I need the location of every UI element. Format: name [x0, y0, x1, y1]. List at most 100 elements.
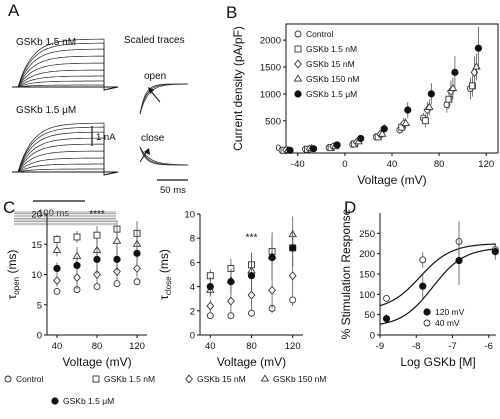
legend-label-gskb-1-5-m: GSKb 1.5 μM	[63, 396, 114, 406]
legend-marker-gskb-150-nm	[293, 74, 303, 82]
d-xtick-label: -9	[376, 341, 384, 352]
d-x-axis-label: Log GSKb [M]	[400, 355, 475, 369]
data-point	[133, 278, 141, 286]
legend-label-40-mv: 40 mV	[435, 318, 460, 328]
data-point	[206, 301, 215, 311]
current-trace	[17, 75, 119, 91]
data-point	[247, 290, 256, 300]
legend-label-gskb-150-nm: GSKb 150 nM	[306, 74, 359, 84]
chart-dose-response: -9 -8 -7 -6 0 50 100 150 200 250 Log GSKb [M] % Sti…	[339, 208, 499, 369]
data-point	[445, 95, 453, 103]
legend-marker-gskb-150-nm	[260, 374, 270, 382]
scaled-trace-close	[139, 146, 188, 166]
data-point	[380, 125, 388, 133]
legend-marker-gskb-1-5-nm	[92, 375, 100, 383]
c-open-xtick-label: 80	[92, 341, 103, 352]
data-point	[133, 249, 141, 257]
data-point	[383, 294, 390, 302]
data-point	[289, 296, 297, 304]
data-point	[401, 118, 411, 126]
legend-marker-40-mv	[423, 319, 431, 327]
panel-letter-c: C	[3, 198, 15, 217]
b-ytick-label: 1000	[260, 89, 281, 100]
series-gskb-15-nm	[206, 257, 297, 314]
legend-marker-gskb-15-nm	[294, 59, 302, 69]
data-point	[451, 68, 459, 76]
data-point	[248, 309, 255, 317]
scaled-trace	[139, 83, 188, 115]
series-control	[53, 278, 141, 295]
data-point	[289, 244, 297, 252]
b-ytick-label: 1500	[260, 63, 281, 74]
data-point	[53, 264, 61, 273]
b-ytick-label: 0	[276, 143, 281, 154]
current-traces-nm	[12, 38, 119, 91]
current-trace	[17, 84, 119, 91]
legend-panel-c: Control GSKb 1.5 nM GSKb 15 nM GSKb 150 nM G…	[4, 374, 326, 406]
series-gskb-1-5-m	[53, 241, 141, 275]
label-gskb-um: GSKb 1.5 μM	[16, 105, 76, 116]
legend-label-120-mv: 120 mV	[435, 307, 465, 317]
current-trace	[17, 55, 119, 91]
c-open-xtick-label: 40	[52, 341, 63, 352]
label-open: open	[144, 71, 166, 82]
current-trace	[17, 122, 119, 176]
data-point	[227, 312, 235, 320]
scaled-trace	[139, 146, 188, 166]
current-trace	[17, 131, 119, 176]
voltage-steps	[14, 211, 116, 226]
data-point	[474, 44, 483, 52]
d-ytick-label: 200	[359, 249, 375, 260]
data-point	[286, 146, 294, 154]
d-ytick-label: 250	[359, 229, 375, 240]
c-open-ytick-label: 20	[31, 210, 42, 221]
scaled-trace	[139, 83, 188, 115]
data-point	[112, 236, 122, 244]
d-ytick-label: 150	[359, 270, 375, 281]
b-xtick-label: 80	[434, 159, 445, 170]
c-open-ytick-label: 5	[37, 300, 42, 311]
b-y-axis-label: Current density (pA/pF)	[231, 26, 245, 151]
c-close-ytick-label: 8	[190, 234, 195, 245]
scale-bar-time-right: 50 ms	[157, 179, 188, 196]
data-point	[472, 62, 481, 70]
b-xtick-label: 0	[342, 159, 347, 170]
data-point	[52, 245, 62, 253]
current-trace	[17, 62, 119, 91]
scale-label-current: 1 nA	[96, 132, 116, 143]
data-point	[404, 106, 412, 114]
scaled-trace	[139, 83, 188, 115]
b-x-axis-label: Voltage (mV)	[357, 173, 426, 187]
data-point	[73, 261, 81, 270]
legend-label-gskb-15-nm: GSKb 15 nM	[197, 374, 246, 384]
c-close-ytick-label: 4	[190, 282, 195, 293]
c-close-y-axis-label: τclose (ms)	[157, 249, 173, 300]
b-xtick-label: 120	[478, 159, 494, 170]
c-open-y-axis-label: τopen (ms)	[5, 250, 21, 300]
c-open-ytick-label: 0	[37, 331, 42, 342]
data-point	[93, 255, 101, 263]
b-ytick-label: 2000	[260, 36, 281, 47]
panel-d: D -9 -8 -7 -6 0 50 100 150 200 250 Log GSKb [M] % S…	[339, 198, 499, 369]
data-point	[333, 141, 341, 149]
c-open-significance: ****	[89, 209, 105, 220]
data-point	[227, 296, 235, 306]
current-trace	[17, 69, 119, 91]
d-xtick-label: -8	[412, 341, 420, 352]
current-trace	[17, 163, 119, 176]
legend-label-gskb-15-nm: GSKb 15 nM	[306, 59, 355, 69]
chart-tau-open: 40 80 120 0 5 10 15 20 Voltage (mV) τopen (ms) ***…	[5, 209, 147, 369]
current-trace	[17, 157, 119, 176]
data-point	[309, 145, 318, 153]
chart-current-density: -40 0 40 80 120 0 500 1000 1500 2000 Voltage (mV) C…	[231, 23, 499, 187]
data-point	[93, 283, 101, 291]
fit-curve-40-mv	[379, 243, 497, 307]
c-close-ytick-label: 10	[184, 210, 195, 221]
data-point	[113, 255, 121, 263]
legend-marker-control	[294, 30, 302, 38]
d-ytick-label: 0	[370, 331, 375, 342]
series-120-mv	[382, 236, 499, 323]
scaled-trace-open	[139, 83, 188, 115]
c-close-x-axis-label: Voltage (mV)	[217, 355, 286, 369]
